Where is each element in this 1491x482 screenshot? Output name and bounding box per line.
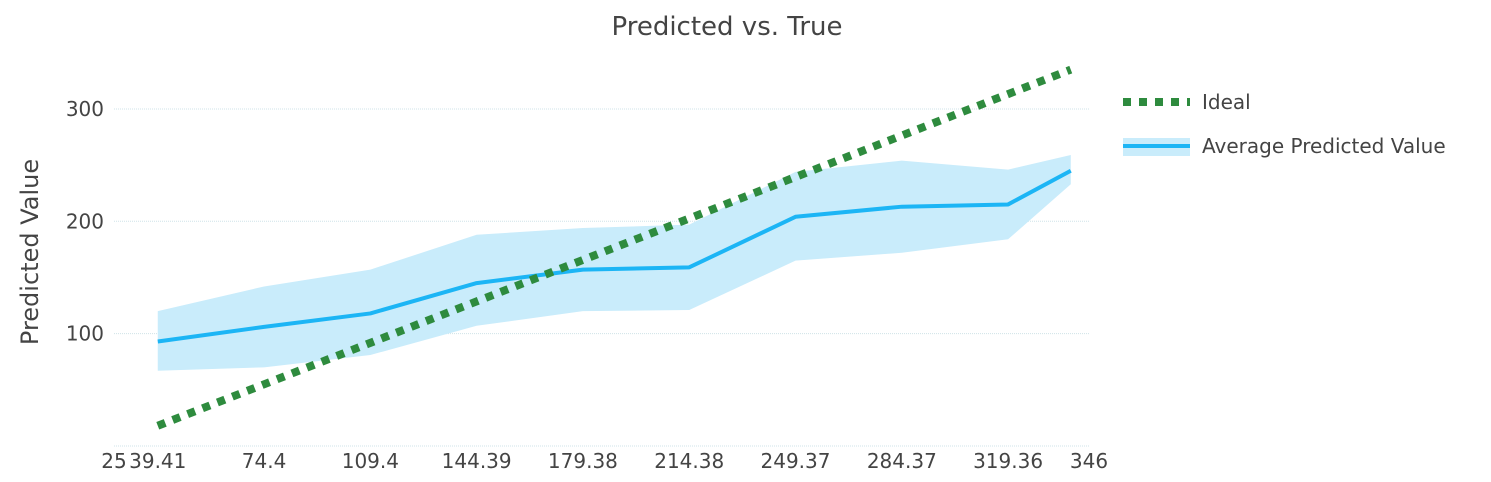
x-tick-label: 39.41 [129,449,186,473]
x-tick-label: 249.37 [761,449,831,473]
x-tick-label: 346 [1070,449,1108,473]
y-axis-label: Predicted Value [16,159,44,345]
x-tick-label: 25 [101,449,126,473]
x-axis-ticks: 25 39.41 74.4 109.4 144.39 179.38 214.38 249.37… [101,449,1108,473]
legend-label-average: Average Predicted Value [1202,134,1446,158]
legend[interactable]: Ideal Average Predicted Value [1123,90,1446,158]
x-tick-label: 144.39 [442,449,512,473]
x-tick-label: 214.38 [654,449,724,473]
y-tick-label: 100 [66,322,104,346]
y-tick-label: 200 [66,209,104,233]
x-tick-label: 74.4 [242,449,287,473]
legend-item-ideal[interactable]: Ideal [1123,90,1251,114]
ideal-line [156,65,1073,430]
series-layer [156,65,1073,430]
x-tick-label: 109.4 [342,449,399,473]
average-predicted-line [157,168,1072,344]
x-tick-label: 284.37 [867,449,937,473]
legend-label-ideal: Ideal [1202,90,1251,114]
x-tick-label: 319.36 [973,449,1043,473]
legend-item-average[interactable]: Average Predicted Value [1123,134,1446,158]
y-axis-ticks: 100 200 300 [66,97,104,346]
y-tick-label: 300 [66,97,104,121]
confidence-band-layer [157,155,1071,371]
confidence-band [157,155,1071,371]
x-tick-label: 179.38 [548,449,618,473]
chart-title: Predicted vs. True [611,12,842,42]
